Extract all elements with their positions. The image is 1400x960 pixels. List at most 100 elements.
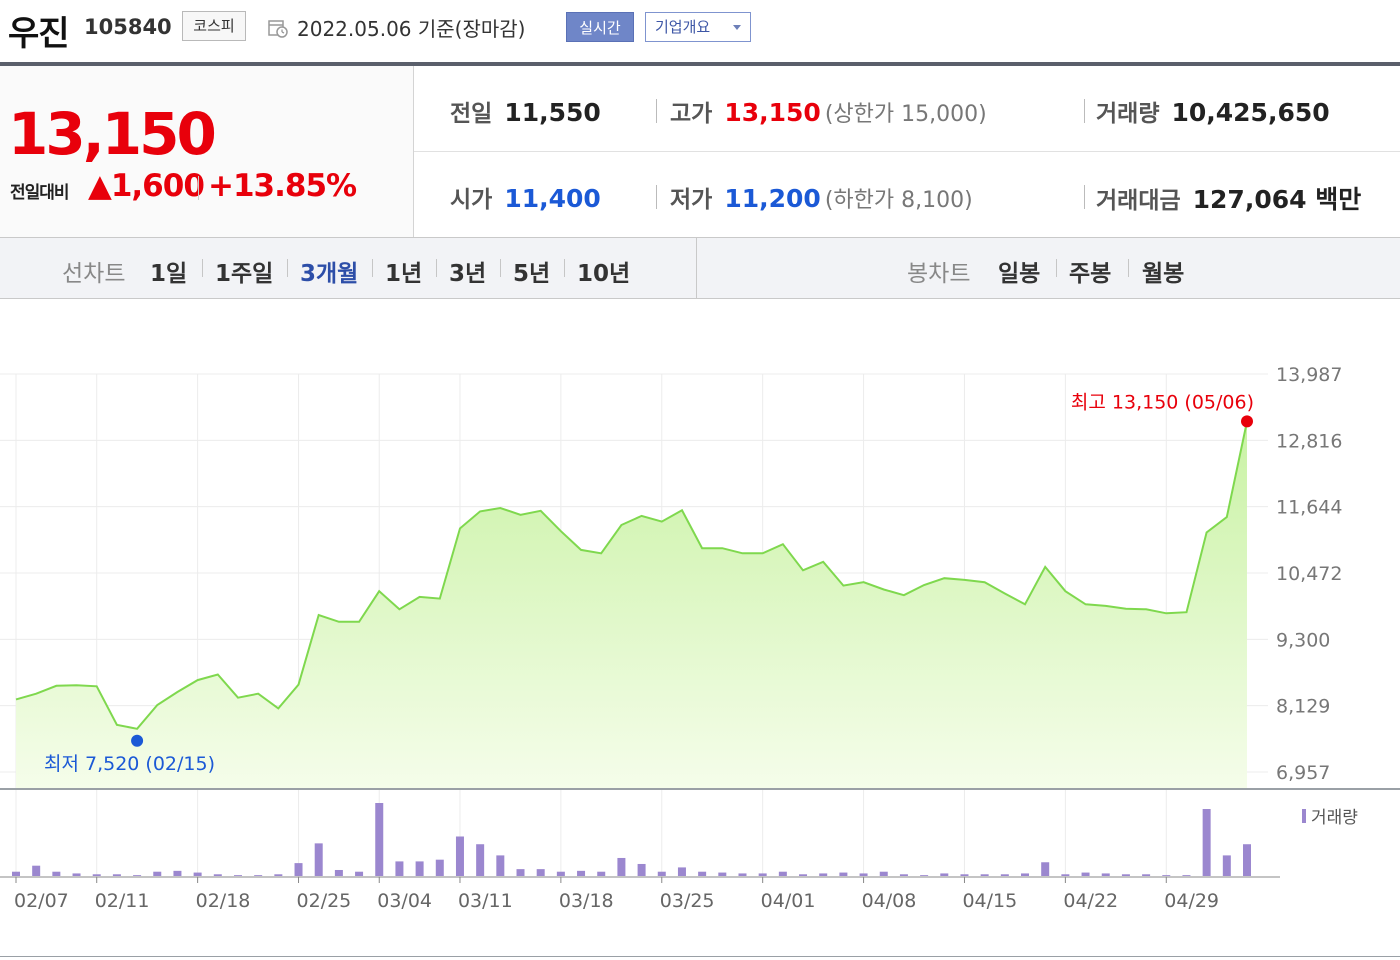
calendar-icon bbox=[268, 18, 288, 38]
change-label: 전일대비 bbox=[10, 183, 70, 203]
current-price: 13,150 bbox=[8, 100, 217, 168]
volume-bar bbox=[1021, 873, 1030, 876]
stat-row-divider bbox=[414, 151, 1400, 152]
volume-bar bbox=[677, 867, 686, 876]
company-overview-dropdown[interactable]: 기업개요 bbox=[645, 12, 751, 42]
tab-divider bbox=[287, 259, 288, 277]
tab-1day[interactable]: 1일 bbox=[150, 261, 188, 287]
company-overview-label: 기업개요 bbox=[655, 18, 711, 36]
volume-bar bbox=[314, 843, 323, 876]
volume-bar bbox=[435, 859, 444, 876]
volume-bar bbox=[415, 861, 424, 876]
y-tick-label: 8,129 bbox=[1276, 696, 1330, 718]
volume-bar bbox=[32, 865, 41, 876]
high-label: 최고 13,150 (05/06) bbox=[1071, 391, 1254, 413]
stock-name: 우진 bbox=[8, 14, 70, 54]
tab-monthly-candle[interactable]: 월봉 bbox=[1142, 261, 1185, 287]
volume-legend-swatch bbox=[1302, 809, 1306, 823]
prev-close-label: 전일 bbox=[450, 101, 493, 127]
volume-bar bbox=[334, 869, 343, 876]
volume-bar bbox=[294, 863, 303, 876]
high-label: 고가 bbox=[670, 101, 713, 127]
x-tick-label: 04/15 bbox=[962, 890, 1017, 912]
price-chart: 13,987 12,816 11,644 10,472 9,300 8,129 6,957 0… bbox=[0, 299, 1400, 960]
low-marker bbox=[131, 734, 144, 747]
realtime-button[interactable]: 실시간 bbox=[566, 12, 634, 42]
volume-bar bbox=[556, 871, 565, 876]
volume-bar bbox=[899, 874, 908, 876]
volume-bar bbox=[173, 870, 182, 876]
volume-bar bbox=[1162, 875, 1171, 876]
volume-bar bbox=[1202, 809, 1211, 876]
volume-bar bbox=[799, 874, 808, 876]
tab-3year[interactable]: 3년 bbox=[449, 261, 487, 287]
stat-divider bbox=[1084, 185, 1085, 209]
prev-close-value: 11,550 bbox=[504, 98, 601, 127]
low-value: 11,200 bbox=[724, 184, 821, 213]
x-tick-label: 03/04 bbox=[377, 890, 432, 912]
chevron-down-icon bbox=[733, 25, 741, 30]
volume-value: 10,425,650 bbox=[1171, 98, 1330, 127]
volume-bar bbox=[940, 873, 949, 876]
volume-bar bbox=[1142, 874, 1151, 876]
volume-stat: 거래량 10,425,650 bbox=[1096, 94, 1330, 128]
volume-bar bbox=[254, 875, 263, 876]
trade-amount-value: 127,064 백만 bbox=[1192, 185, 1362, 214]
volume-bar bbox=[960, 874, 969, 876]
open-value: 11,400 bbox=[504, 184, 601, 213]
stat-divider bbox=[656, 185, 657, 209]
volume-bar bbox=[637, 863, 646, 876]
y-tick-label: 11,644 bbox=[1276, 497, 1342, 519]
change-divider bbox=[198, 176, 199, 200]
base-date: 2022.05.06 기준(장마감) bbox=[297, 17, 526, 41]
open-label: 시가 bbox=[450, 187, 493, 213]
tab-10year[interactable]: 10년 bbox=[577, 261, 631, 287]
volume-legend-label: 거래량 bbox=[1311, 808, 1358, 828]
low-label: 저가 bbox=[670, 187, 713, 213]
volume-bar bbox=[577, 870, 586, 876]
x-tick-label: 03/18 bbox=[559, 890, 614, 912]
tab-3month[interactable]: 3개월 bbox=[300, 261, 359, 287]
volume-bar bbox=[718, 872, 727, 876]
volume-bar bbox=[536, 869, 545, 876]
volume-label: 거래량 bbox=[1096, 101, 1160, 127]
volume-bar bbox=[1061, 874, 1070, 876]
price-area bbox=[16, 421, 1247, 788]
price-line bbox=[15, 421, 1248, 730]
trade-amount-stat: 거래대금 127,064 백만 bbox=[1096, 180, 1361, 216]
tab-daily-candle[interactable]: 일봉 bbox=[998, 261, 1041, 287]
x-tick-label: 04/29 bbox=[1164, 890, 1219, 912]
tab-divider bbox=[436, 259, 437, 277]
chart-tab-bar: 선차트 1일 1주일 3개월 1년 3년 5년 10년 봉차트 일봉 주봉 월봉 bbox=[0, 238, 1400, 299]
chart-bottom-border bbox=[0, 956, 1400, 957]
tab-1year[interactable]: 1년 bbox=[385, 261, 423, 287]
trade-amount-label: 거래대금 bbox=[1096, 188, 1181, 214]
stat-divider bbox=[1084, 99, 1085, 123]
candle-chart-label: 봉차트 bbox=[907, 261, 971, 287]
volume-bar bbox=[92, 874, 101, 876]
volume-bar bbox=[233, 875, 242, 876]
volume-bar bbox=[193, 872, 202, 876]
volume-bar bbox=[1121, 874, 1130, 876]
tab-divider bbox=[500, 259, 501, 277]
prev-close-stat: 전일 11,550 bbox=[450, 94, 601, 128]
volume-bar bbox=[758, 873, 767, 876]
change-amount: ▲1,600 bbox=[88, 168, 205, 204]
tab-5year[interactable]: 5년 bbox=[513, 261, 551, 287]
current-price-box: 13,150 전일대비 ▲1,600 +13.85% bbox=[0, 66, 414, 237]
volume-bar bbox=[476, 844, 485, 876]
upper-limit: (상한가 15,000) bbox=[824, 102, 987, 127]
volume-bar bbox=[12, 871, 20, 876]
price-summary: 13,150 전일대비 ▲1,600 +13.85% 전일 11,550 고가 13… bbox=[0, 62, 1400, 238]
high-marker bbox=[1241, 415, 1253, 428]
volume-bar bbox=[153, 871, 162, 876]
volume-bar bbox=[778, 871, 787, 876]
volume-bar bbox=[698, 871, 707, 876]
volume-bar bbox=[1081, 872, 1090, 876]
volume-bar bbox=[455, 836, 464, 876]
tab-1week[interactable]: 1주일 bbox=[215, 261, 274, 287]
high-value: 13,150 bbox=[724, 98, 821, 127]
tab-weekly-candle[interactable]: 주봉 bbox=[1069, 261, 1112, 287]
y-tick-label: 13,987 bbox=[1276, 364, 1342, 386]
stock-header: 우진 105840 코스피 2022.05.06 기준(장마감) 실시간 기업개… bbox=[0, 0, 1400, 62]
